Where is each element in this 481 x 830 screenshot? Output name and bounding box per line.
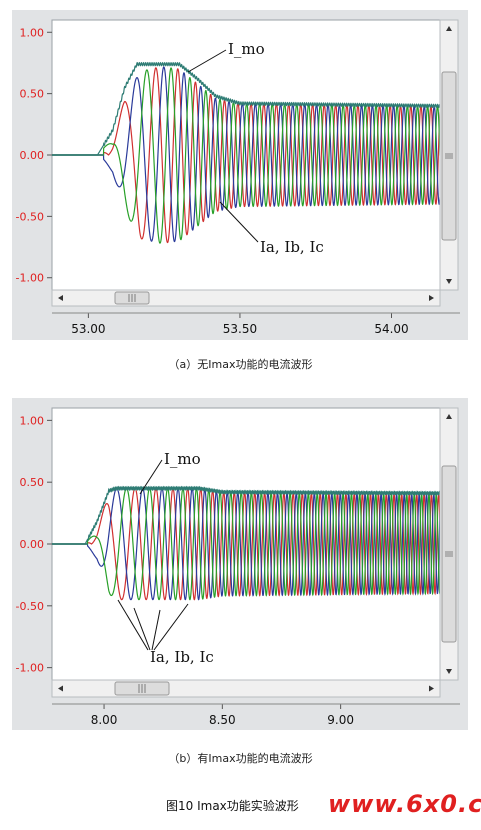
scroll-left-arrow-icon[interactable] bbox=[58, 295, 63, 301]
annotation-leader-line bbox=[187, 49, 227, 73]
x-tick-label: 54.00 bbox=[374, 322, 408, 336]
watermark-logo: www.6x0.cn bbox=[328, 790, 481, 818]
annotation-leader-line bbox=[151, 609, 161, 651]
waveform-chart-b: 1.00 0.50 0.00 -0.50 -1.00 I_mo Ia, Ib, Ic 8.00… bbox=[16, 407, 460, 727]
annotation-leader-line bbox=[153, 603, 189, 651]
annotation-i-mo: I_mo bbox=[164, 450, 201, 468]
scroll-left-arrow-icon[interactable] bbox=[58, 685, 63, 692]
horizontal-scrollbar[interactable] bbox=[51, 679, 441, 698]
scroll-grip-icon bbox=[445, 551, 453, 557]
x-tick-label: 8.50 bbox=[209, 713, 236, 727]
horizontal-scrollbar[interactable] bbox=[51, 289, 441, 307]
annotation-ia-ib-ic: Ia, Ib, Ic bbox=[150, 648, 214, 666]
x-tick-label: 9.00 bbox=[327, 713, 354, 727]
x-tick-label: 8.00 bbox=[91, 713, 118, 727]
caption-a: （a）无Imax功能的电流波形 bbox=[168, 358, 313, 371]
waveform-group bbox=[52, 485, 441, 601]
series-line-3 bbox=[52, 487, 441, 601]
y-tick-label: -0.50 bbox=[16, 210, 44, 223]
scroll-grip-icon bbox=[138, 684, 146, 693]
annotation-i-mo: I_mo bbox=[228, 40, 265, 58]
annotation-leader-line bbox=[133, 607, 151, 651]
annotation-leader-line bbox=[139, 459, 163, 495]
annotation-leader-line bbox=[219, 201, 259, 243]
series-line-2 bbox=[52, 66, 441, 243]
waveform-chart-a: 1.00 0.50 0.00 -0.50 -1.00 I_mo Ia, Ib, Ic 53.0… bbox=[16, 19, 460, 336]
series-line-1 bbox=[52, 67, 441, 244]
y-tick-label: -0.50 bbox=[16, 600, 44, 613]
x-tick-label: 53.50 bbox=[223, 322, 257, 336]
series-line-4 bbox=[52, 485, 441, 545]
scroll-down-arrow-icon[interactable] bbox=[446, 279, 452, 284]
scroll-right-arrow-icon[interactable] bbox=[429, 685, 434, 692]
y-tick-label: -1.00 bbox=[16, 662, 44, 675]
y-tick-label: 0.00 bbox=[20, 538, 45, 551]
y-tick-label: -1.00 bbox=[16, 272, 44, 285]
chart-panel-b: 1.00 0.50 0.00 -0.50 -1.00 I_mo Ia, Ib, Ic 8.00… bbox=[12, 398, 468, 730]
chart-panel-a: 1.00 0.50 0.00 -0.50 -1.00 I_mo Ia, Ib, Ic 53.0… bbox=[12, 10, 468, 340]
y-tick-label: 1.00 bbox=[20, 26, 45, 39]
annotation-leader-line bbox=[117, 599, 149, 651]
annotation-ia-ib-ic: Ia, Ib, Ic bbox=[260, 238, 324, 256]
y-tick-label: 0.50 bbox=[20, 476, 45, 489]
caption-b: （b）有Imax功能的电流波形 bbox=[168, 752, 313, 765]
waveform-group bbox=[52, 61, 441, 244]
scroll-right-arrow-icon[interactable] bbox=[429, 295, 434, 301]
scroll-down-arrow-icon[interactable] bbox=[446, 669, 452, 674]
scroll-grip-icon bbox=[128, 294, 136, 302]
series-line-4 bbox=[52, 61, 441, 156]
figure-caption: 图10 Imax功能实验波形 bbox=[166, 799, 299, 813]
scroll-grip-icon bbox=[445, 153, 453, 159]
y-tick-label: 0.50 bbox=[20, 88, 45, 101]
y-tick-label: 0.00 bbox=[20, 149, 45, 162]
scroll-up-arrow-icon[interactable] bbox=[446, 414, 452, 419]
x-tick-label: 53.00 bbox=[71, 322, 105, 336]
y-tick-label: 1.00 bbox=[20, 414, 45, 427]
scroll-up-arrow-icon[interactable] bbox=[446, 26, 452, 31]
series-line-3 bbox=[52, 67, 441, 244]
